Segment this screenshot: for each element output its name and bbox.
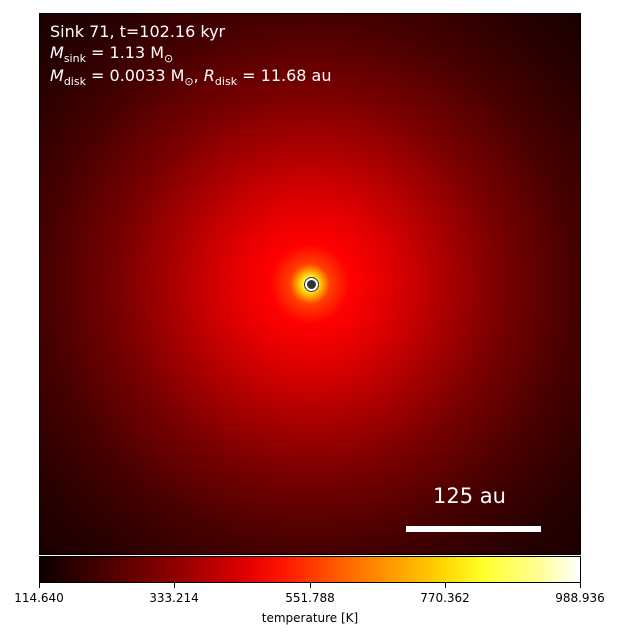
colorbar-tick — [445, 583, 446, 588]
msink-value: = 1.13 M — [85, 43, 165, 62]
colorbar-tick — [310, 583, 311, 588]
rdisk-value: = 11.68 au — [237, 66, 332, 85]
mdisk-sub: disk — [63, 75, 86, 89]
disk-label: Mdisk = 0.0033 M⊙, Rdisk = 11.68 au — [50, 66, 331, 91]
colorbar-tick-label: 988.936 — [555, 591, 605, 605]
temperature-map: Sink 71, t=102.16 kyr Msink = 1.13 M⊙ Md… — [39, 13, 581, 555]
scale-bar-label: 125 au — [433, 484, 506, 508]
colorbar-tick — [39, 583, 40, 588]
colorbar-tick-label: 114.640 — [14, 591, 64, 605]
colorbar — [39, 556, 581, 583]
colorbar-tick-label: 333.214 — [149, 591, 199, 605]
mdisk-value: = 0.0033 M — [85, 66, 185, 85]
mdisk-symbol: M — [50, 66, 64, 85]
colorbar-tick — [174, 583, 175, 588]
colorbar-tick — [580, 583, 581, 588]
colorbar-tick-label: 551.788 — [285, 591, 335, 605]
sink-mass-label: Msink = 1.13 M⊙ — [50, 43, 173, 68]
rdisk-sub: disk — [214, 75, 238, 89]
msink-unit-sub: ⊙ — [164, 52, 174, 66]
sink-time-text: Sink 71, t=102.16 kyr — [50, 22, 226, 41]
sink-time-label: Sink 71, t=102.16 kyr — [50, 22, 225, 41]
colorbar-label: temperature [K] — [261, 611, 359, 625]
mdisk-unit-sub: ⊙ — [184, 75, 194, 89]
rdisk-symbol: R — [203, 66, 215, 85]
scale-bar — [406, 526, 541, 532]
msink-symbol: M — [50, 43, 64, 62]
colorbar-tick-label: 770.362 — [420, 591, 470, 605]
sink-marker — [305, 278, 318, 291]
msink-sub: sink — [63, 52, 86, 66]
rdisk-sep: , — [193, 66, 204, 85]
